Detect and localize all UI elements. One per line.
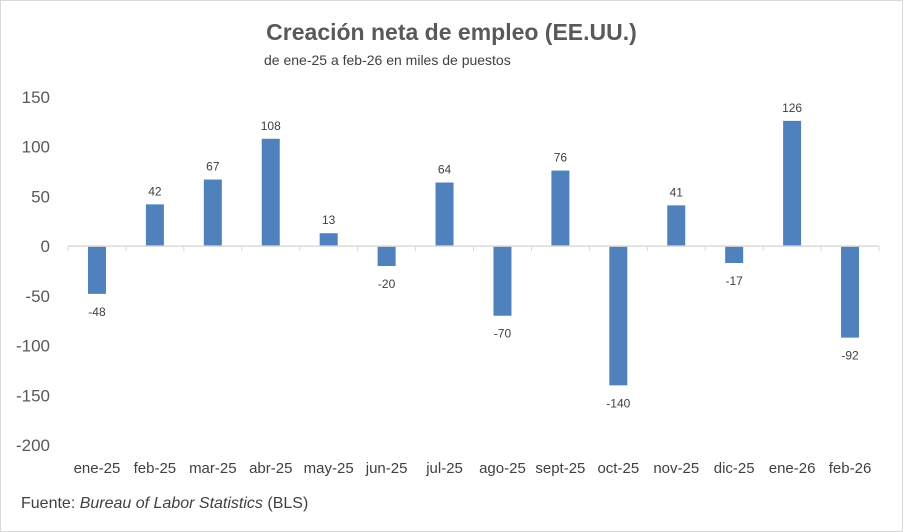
x-tick-label: ago-25 <box>479 460 526 477</box>
chart-subtitle: de ene-25 a feb-26 en miles de puestos <box>264 52 511 68</box>
data-label: 13 <box>322 213 336 227</box>
y-tick-label: -100 <box>16 337 50 356</box>
y-tick-label: 0 <box>41 237 50 256</box>
bar <box>783 120 802 247</box>
bar <box>261 138 280 247</box>
bar <box>377 246 396 267</box>
data-label: 108 <box>261 119 281 133</box>
data-label: -17 <box>726 274 744 288</box>
x-axis: ene-25 feb-25 mar-25 abr-25 may-25 jun-25 jul-… <box>67 246 880 477</box>
source-note: Fuente: Bureau of Labor Statistics (BLS) <box>21 495 308 513</box>
bar <box>551 170 570 247</box>
x-tick-label: mar-25 <box>189 460 237 477</box>
source-prefix: Fuente: <box>21 495 80 512</box>
bar <box>435 182 454 247</box>
data-label: -20 <box>378 277 396 291</box>
data-label: 76 <box>554 151 568 165</box>
bar <box>841 246 860 338</box>
source-name: Bureau of Labor Statistics <box>79 495 263 512</box>
data-label: 67 <box>206 160 220 174</box>
y-tick-label: 150 <box>22 88 50 107</box>
data-label: 42 <box>148 184 162 198</box>
y-tick-label: -150 <box>16 386 50 405</box>
y-tick-label: -50 <box>25 287 50 306</box>
bar <box>667 205 686 247</box>
x-tick-label: may-25 <box>304 460 354 477</box>
data-label: 64 <box>438 163 452 177</box>
y-tick-label: -200 <box>16 436 50 455</box>
x-tick-label: ene-25 <box>74 460 121 477</box>
bar <box>145 204 164 247</box>
x-tick-label: jul-25 <box>425 460 463 477</box>
x-tick-label: oct-25 <box>597 460 639 477</box>
bar <box>725 246 744 264</box>
data-label: 126 <box>782 101 802 115</box>
data-label: 41 <box>670 185 684 199</box>
x-tick-label: feb-26 <box>829 460 872 477</box>
x-tick-label: nov-25 <box>653 460 699 477</box>
bar <box>609 246 628 386</box>
y-tick-label: 100 <box>22 138 50 157</box>
x-tick-label: feb-25 <box>134 460 177 477</box>
x-tick-label: jun-25 <box>365 460 408 477</box>
x-tick-label: sept-25 <box>535 460 585 477</box>
data-label: -70 <box>494 327 512 341</box>
bar <box>493 246 512 316</box>
data-label: -140 <box>606 396 630 410</box>
source-suffix: (BLS) <box>262 495 309 512</box>
data-labels: -48 42 67 108 13 -20 64 -70 76 -140 41 -17 126 -92 <box>88 101 859 410</box>
x-tick-label: ene-26 <box>769 460 816 477</box>
y-tick-label: 50 <box>31 187 50 206</box>
bar <box>319 233 338 247</box>
bar <box>203 179 222 247</box>
x-tick-label: dic-25 <box>714 460 755 477</box>
data-label: -48 <box>88 305 106 319</box>
y-axis: 150 100 50 0 -50 -100 -150 -200 <box>16 88 50 455</box>
x-tick-label: abr-25 <box>249 460 292 477</box>
bars <box>87 120 860 386</box>
bar <box>87 246 106 294</box>
data-label: -92 <box>841 349 859 363</box>
chart-title: Creación neta de empleo (EE.UU.) <box>266 19 637 45</box>
